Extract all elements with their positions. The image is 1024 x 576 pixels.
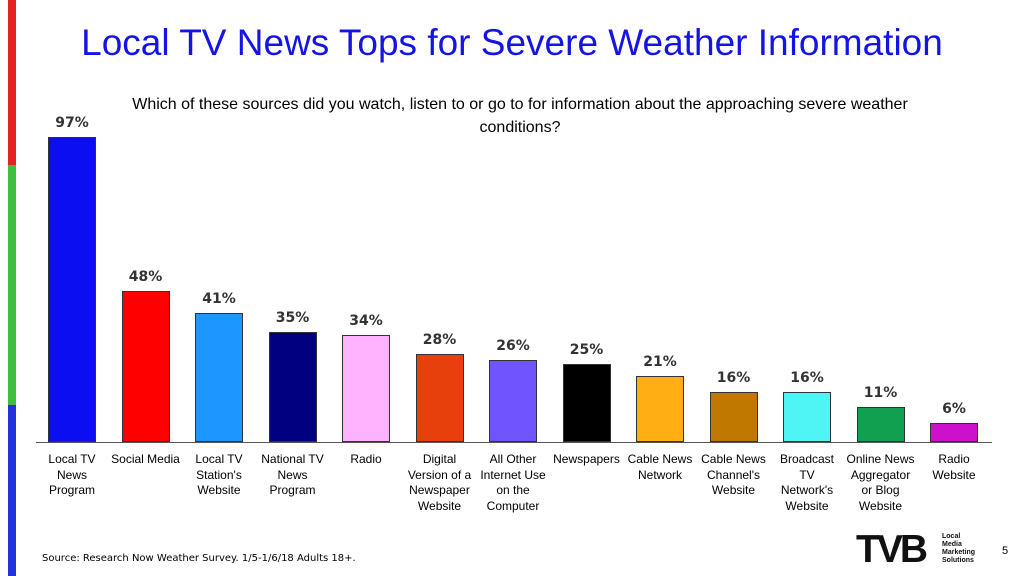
bar-0 [48, 137, 96, 442]
category-label-10: Broadcast TV Network's Website [779, 452, 835, 513]
bar-10 [783, 391, 831, 442]
value-label-8: 21% [643, 354, 677, 371]
bar-9 [709, 391, 758, 442]
logo-tagline: Local Media Marketing Solutions [942, 533, 976, 564]
value-label-1: 48% [128, 269, 163, 286]
category-label-11: Online News Aggregator or Blog Website [846, 452, 915, 513]
value-label-3: 35% [275, 310, 310, 327]
source-note: Source: Research Now Weather Survey. 1/5… [42, 553, 356, 564]
value-label-7: 25% [569, 341, 604, 358]
bar-7 [562, 363, 611, 442]
category-label-9: Cable News Channel's Website [701, 452, 766, 497]
logo-wordmark: TVB [856, 528, 928, 571]
category-label-0: Local TV News Program [48, 452, 96, 497]
accent-bar-red [8, 0, 16, 165]
category-label-2: Local TV Station's Website [195, 452, 243, 497]
category-label-12: Radio Website [932, 452, 976, 482]
value-label-12: 6% [942, 401, 966, 418]
x-axis-baseline [36, 442, 992, 443]
chart-subtitle: Which of these sources did you watch, li… [132, 96, 908, 136]
value-label-0: 97% [55, 115, 89, 132]
bar-6 [489, 360, 537, 442]
category-label-3: National TV News Program [261, 452, 324, 497]
category-label-7: Newspapers [553, 452, 620, 466]
value-label-10: 16% [790, 369, 824, 386]
value-label-9: 16% [716, 369, 751, 386]
page-title: Local TV News Tops for Severe Weather In… [81, 22, 943, 63]
bar-2 [195, 313, 243, 442]
bar-11 [856, 407, 905, 442]
category-label-6: All Other Internet Use on the Computer [480, 452, 546, 513]
value-label-5: 28% [422, 332, 457, 349]
accent-bar-green [8, 165, 16, 405]
value-label-4: 34% [349, 313, 383, 330]
bar-5 [415, 354, 464, 442]
value-label-2: 41% [202, 291, 236, 308]
value-label-6: 26% [496, 338, 530, 355]
tvb-logo: TVB Local Media Marketing Solutions [856, 530, 976, 570]
bar-3 [268, 332, 317, 442]
category-label-1: Social Media [111, 452, 180, 466]
value-label-11: 11% [863, 385, 898, 402]
bar-12 [930, 423, 978, 442]
page-number: 5 [1002, 545, 1009, 557]
category-label-4: Radio [350, 452, 382, 466]
category-label-5: Digital Version of a Newspaper Website [407, 452, 472, 513]
bar-4 [342, 335, 390, 442]
category-label-8: Cable News Network [627, 452, 693, 482]
accent-bar-blue [8, 405, 16, 576]
bar-1 [121, 291, 170, 442]
bar-8 [636, 376, 684, 442]
